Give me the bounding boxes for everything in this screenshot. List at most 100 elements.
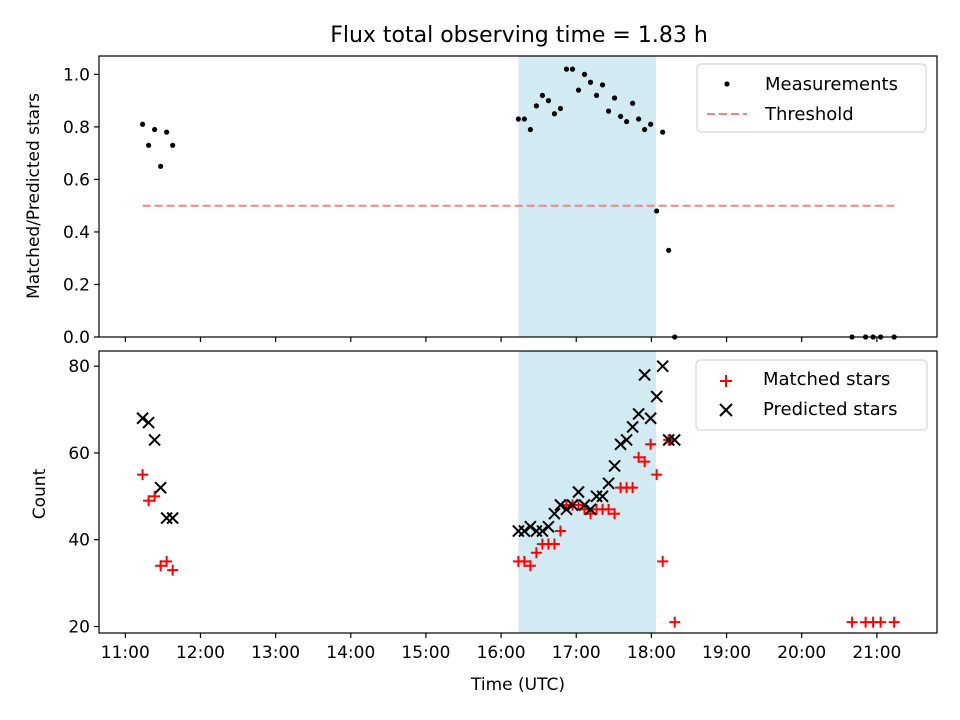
predicted-star-point — [524, 520, 537, 533]
predicted-star-point — [560, 503, 573, 516]
predicted-star-point — [542, 520, 555, 533]
matched-star-point — [603, 503, 615, 515]
measurement-point — [146, 142, 152, 148]
measurement-point — [533, 103, 540, 109]
matched-star-point — [161, 555, 173, 567]
bottom-xtick-label: 12:00 — [176, 643, 225, 663]
predicted-star-point — [626, 420, 639, 434]
matched-star-point — [651, 469, 663, 481]
measurement-point — [630, 100, 636, 106]
measurement-point — [563, 66, 570, 72]
matched-star-point — [554, 525, 566, 537]
bottom-legend: Matched stars Predicted stars — [695, 359, 928, 431]
matched-star-point — [155, 560, 167, 572]
measurement-point — [654, 208, 660, 214]
measurement-point — [164, 129, 170, 135]
legend-matched-marker — [720, 375, 732, 387]
predicted-star-point — [160, 511, 173, 525]
top-ytick-label: 1.0 — [63, 65, 90, 85]
legend-measurements-label: Measurements — [765, 74, 898, 95]
top-panel: 0.0 0.2 0.4 0.6 0.8 1.0 Matched/Predicted sta… — [24, 55, 938, 348]
bottom-ylabel: Count — [30, 468, 50, 519]
matched-star-point — [609, 508, 621, 520]
matched-star-point — [548, 538, 560, 550]
measurement-point — [521, 116, 527, 122]
measurement-point — [545, 98, 552, 104]
bottom-highlight-span — [518, 351, 656, 633]
bottom-plot-frame — [98, 350, 938, 634]
predicted-star-point — [572, 485, 585, 499]
measurement-point — [636, 116, 642, 122]
predicted-star-point — [554, 498, 567, 512]
measurement-point — [575, 87, 582, 93]
bottom-xtick-label: 17:00 — [552, 643, 601, 663]
bottom-xtick-label: 14:00 — [326, 643, 375, 663]
predicted-star-point — [136, 412, 149, 425]
matched-star-point — [149, 490, 161, 502]
measurement-point — [611, 95, 618, 101]
measurement-point — [581, 71, 588, 77]
measurement-point — [605, 108, 612, 114]
top-ytick-label: 0.2 — [63, 275, 90, 295]
matched-star-point — [530, 547, 542, 559]
matched-star-point — [627, 482, 639, 494]
legend-predicted-label: Predicted stars — [763, 399, 897, 420]
top-ytick-label: 0.6 — [63, 170, 90, 190]
measurement-point — [539, 92, 546, 98]
top-plot-frame — [98, 55, 938, 338]
top-ytick-label: 0.4 — [63, 223, 90, 243]
predicted-star-point — [148, 433, 161, 447]
bottom-ytick-label: 80 — [68, 357, 90, 377]
bottom-xtick-label: 16:00 — [477, 643, 526, 663]
predicted-star-point — [632, 407, 645, 421]
predicted-star-point — [166, 511, 179, 525]
top-highlight-span — [518, 56, 656, 337]
matched-star-point — [846, 616, 858, 628]
predicted-star-point — [608, 459, 621, 473]
predicted-star-point — [650, 390, 663, 403]
bottom-xtick-label: 11:00 — [101, 643, 150, 663]
predicted-star-point — [644, 412, 657, 425]
predicted-star-point — [518, 524, 531, 538]
top-legend-box — [696, 63, 927, 133]
chart-title: Flux total observing time = 1.83 h — [330, 23, 708, 48]
predicted-star-point — [620, 433, 633, 447]
bottom-xtick-label: 18:00 — [627, 643, 676, 663]
matched-star-point — [143, 495, 155, 507]
predicted-star-point — [596, 490, 609, 503]
top-ylabel: Matched/Predicted stars — [24, 93, 44, 299]
measurement-point — [158, 163, 164, 169]
predicted-star-point — [566, 498, 579, 512]
bottom-ytick-label: 60 — [68, 444, 90, 464]
bottom-xtick-label: 19:00 — [702, 643, 751, 663]
predicted-star-point — [548, 507, 561, 520]
predicted-star-point — [142, 416, 155, 429]
predicted-star-point — [656, 359, 669, 373]
matched-star-point — [518, 555, 530, 567]
matched-star-point — [524, 560, 536, 572]
matched-star-point — [645, 438, 657, 450]
top-ytick-label: 0.8 — [63, 118, 90, 138]
measurement-point — [599, 82, 606, 88]
measurement-point — [660, 129, 666, 135]
predicted-star-point — [536, 524, 549, 538]
measurement-point — [551, 111, 558, 117]
measurement-point — [587, 79, 594, 85]
predicted-star-point — [638, 368, 651, 382]
matched-star-point — [657, 555, 669, 567]
measurement-point — [624, 119, 630, 125]
bottom-xlabel: Time (UTC) — [470, 675, 565, 695]
legend-threshold-label: Threshold — [764, 104, 854, 125]
measurement-point — [557, 105, 564, 112]
predicted-star-point — [602, 477, 615, 490]
measurement-point — [527, 126, 534, 133]
measurement-point — [648, 121, 654, 127]
bottom-xtick-label: 15:00 — [401, 643, 450, 663]
measurement-point — [152, 126, 158, 133]
matched-star-point — [137, 469, 149, 481]
bottom-ytick-label: 40 — [68, 531, 90, 551]
measurement-point — [139, 121, 146, 127]
bottom-xtick-label: 13:00 — [251, 643, 300, 663]
top-legend: Measurements Threshold — [696, 63, 927, 133]
